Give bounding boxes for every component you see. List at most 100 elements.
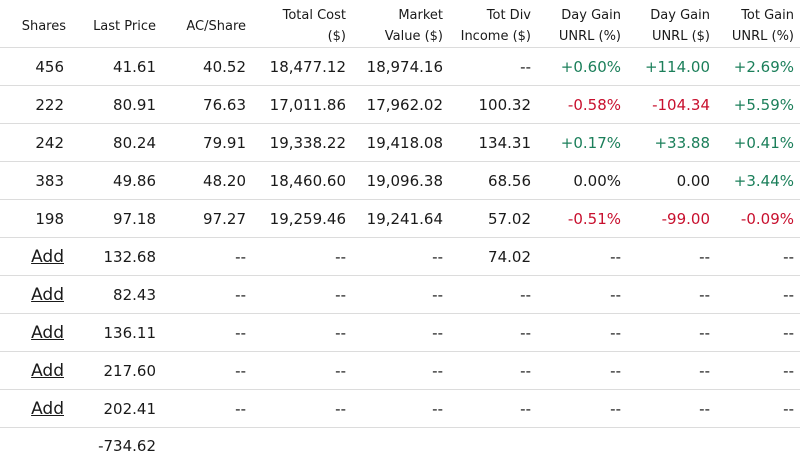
tot-div-cell: 134.31 <box>449 123 537 162</box>
empty-cell <box>352 428 449 464</box>
total-cost-cell: 17,011.86 <box>252 85 352 124</box>
day-gain-cell: -99.00 <box>627 199 716 238</box>
add-shares-link[interactable]: Add <box>31 398 64 419</box>
day-gain-pct-cell: -- <box>537 351 627 390</box>
market-value-cell: 18,974.16 <box>352 47 449 86</box>
day-gain-pct-cell: -- <box>537 313 627 352</box>
table-row: Add 82.43 -- -- -- -- -- -- -- <box>0 275 800 314</box>
column-header-label: Shares <box>21 19 66 34</box>
table-row: 456 41.61 40.52 18,477.12 18,974.16 -- +0.60% +… <box>0 47 800 86</box>
column-header-label: Last Price <box>93 19 156 34</box>
column-header-market-value[interactable]: Market Value ($) <box>352 0 449 48</box>
add-shares-link[interactable]: Add <box>31 246 64 267</box>
shares-cell: Add <box>0 313 72 352</box>
tot-gain-pct-cell: -- <box>716 351 800 390</box>
shares-cell: 198 <box>0 199 72 238</box>
column-header-ac-share[interactable]: AC/Share <box>162 0 252 48</box>
add-shares-link[interactable]: Add <box>31 322 64 343</box>
empty-cell <box>627 428 716 464</box>
tot-gain-pct-cell: -- <box>716 313 800 352</box>
column-header-day-gain-pct[interactable]: Day Gain UNRL (%) <box>537 0 627 48</box>
table-row: Add 202.41 -- -- -- -- -- -- -- <box>0 389 800 428</box>
total-cost-cell: 18,477.12 <box>252 47 352 86</box>
shares-cell: Add <box>0 275 72 314</box>
tot-div-cell: -- <box>449 47 537 86</box>
market-value-cell: 19,418.08 <box>352 123 449 162</box>
column-header-day-gain[interactable]: Day Gain UNRL ($) <box>627 0 716 48</box>
ac-share-cell: 79.91 <box>162 123 252 162</box>
table-row: Add 132.68 -- -- -- 74.02 -- -- -- <box>0 237 800 276</box>
tot-gain-pct-cell: -- <box>716 275 800 314</box>
table-header-row: Shares Last Price AC/Share Total Cost ($) Mar… <box>0 0 800 48</box>
day-gain-pct-cell: -0.51% <box>537 199 627 238</box>
shares-cell: Add <box>0 351 72 390</box>
ac-share-cell: -- <box>162 275 252 314</box>
add-shares-link[interactable]: Add <box>31 284 64 305</box>
empty-cell <box>716 428 800 464</box>
market-value-cell: -- <box>352 275 449 314</box>
total-cost-cell: 19,338.22 <box>252 123 352 162</box>
market-value-cell: -- <box>352 313 449 352</box>
day-gain-pct-cell: 0.00% <box>537 161 627 200</box>
column-header-label: Day Gain <box>561 8 621 23</box>
tot-div-cell: 74.02 <box>449 237 537 276</box>
shares-cell: 383 <box>0 161 72 200</box>
tot-gain-pct-cell: +3.44% <box>716 161 800 200</box>
total-cost-cell: -- <box>252 351 352 390</box>
last-price-cell: 202.41 <box>72 389 162 428</box>
tot-gain-pct-cell: -0.09% <box>716 199 800 238</box>
tot-gain-pct-cell: +2.69% <box>716 47 800 86</box>
day-gain-cell: -- <box>627 275 716 314</box>
column-header-label: UNRL (%) <box>731 29 794 44</box>
ac-share-cell: -- <box>162 237 252 276</box>
column-header-tot-div[interactable]: Tot Div Income ($) <box>449 0 537 48</box>
tot-gain-pct-cell: +5.59% <box>716 85 800 124</box>
empty-cell <box>537 428 627 464</box>
column-header-label: Tot Gain <box>741 8 794 23</box>
tot-div-cell: 100.32 <box>449 85 537 124</box>
day-gain-cell: +114.00 <box>627 47 716 86</box>
last-price-cell: 49.86 <box>72 161 162 200</box>
table-row: 198 97.18 97.27 19,259.46 19,241.64 57.02 -0.5… <box>0 199 800 238</box>
shares-cell: 222 <box>0 85 72 124</box>
tot-gain-pct-cell: +0.41% <box>716 123 800 162</box>
column-header-label: UNRL ($) <box>651 29 710 44</box>
day-gain-pct-cell: -- <box>537 389 627 428</box>
empty-cell <box>252 428 352 464</box>
column-header-shares[interactable]: Shares <box>0 0 72 48</box>
market-value-cell: 17,962.02 <box>352 85 449 124</box>
table-body: 456 41.61 40.52 18,477.12 18,974.16 -- +0.60% +… <box>0 47 800 464</box>
total-cost-cell: 19,259.46 <box>252 199 352 238</box>
shares-cell: 456 <box>0 47 72 86</box>
total-cost-cell: -- <box>252 313 352 352</box>
add-shares-link[interactable]: Add <box>31 360 64 381</box>
ac-share-cell: 40.52 <box>162 47 252 86</box>
column-header-label: Tot Div <box>486 8 531 23</box>
column-header-label: Day Gain <box>650 8 710 23</box>
tot-div-cell: 68.56 <box>449 161 537 200</box>
ac-share-cell: 76.63 <box>162 85 252 124</box>
column-header-last-price[interactable]: Last Price <box>72 0 162 48</box>
market-value-cell: 19,096.38 <box>352 161 449 200</box>
column-header-tot-gain-pct[interactable]: Tot Gain UNRL (%) <box>716 0 800 48</box>
total-cost-cell: -- <box>252 237 352 276</box>
day-gain-pct-cell: +0.17% <box>537 123 627 162</box>
ac-share-cell: 97.27 <box>162 199 252 238</box>
column-header-total-cost[interactable]: Total Cost ($) <box>252 0 352 48</box>
table-row: 383 49.86 48.20 18,460.60 19,096.38 68.56 0.00… <box>0 161 800 200</box>
shares-cell: Add <box>0 389 72 428</box>
last-price-cell: 41.61 <box>72 47 162 86</box>
total-row: -734.62 <box>0 428 800 464</box>
market-value-cell: 19,241.64 <box>352 199 449 238</box>
market-value-cell: -- <box>352 351 449 390</box>
ac-share-cell: -- <box>162 389 252 428</box>
day-gain-pct-cell: +0.60% <box>537 47 627 86</box>
column-header-label: UNRL (%) <box>558 29 621 44</box>
day-gain-cell: -104.34 <box>627 85 716 124</box>
column-header-label: AC/Share <box>186 19 246 34</box>
empty-cell <box>162 428 252 464</box>
ac-share-cell: 48.20 <box>162 161 252 200</box>
table-row: Add 136.11 -- -- -- -- -- -- -- <box>0 313 800 352</box>
day-gain-cell: -- <box>627 237 716 276</box>
